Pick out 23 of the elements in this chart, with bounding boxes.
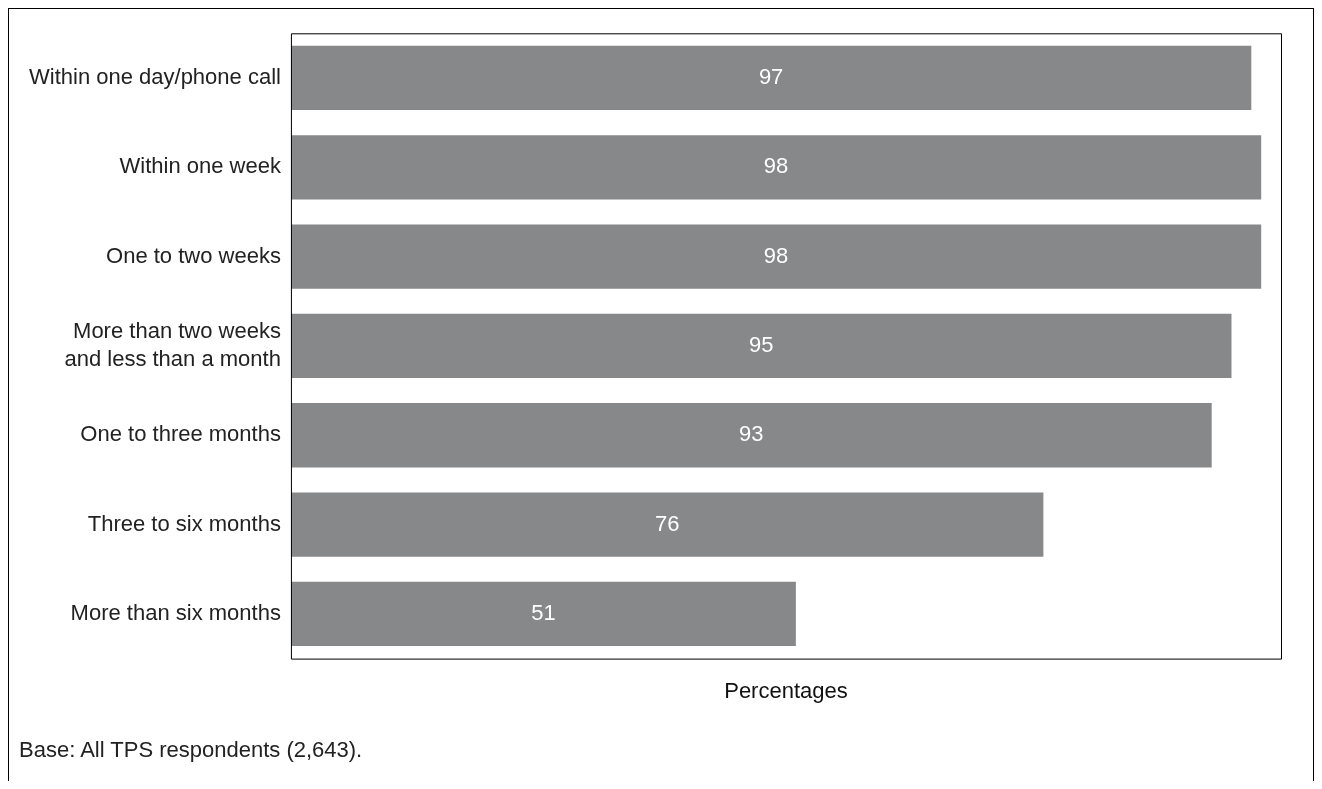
y-tick-label: Within one day/phone call [29, 64, 281, 90]
text: Base: All TPS respondents (2,643). [18, 736, 364, 763]
data-label: 98 [763, 242, 789, 268]
y-tick-label: One to two weeks [106, 242, 281, 268]
y-tick-label: One to three months [80, 421, 281, 447]
data-label: 98 [763, 153, 789, 179]
x-axis-title: Percentages [724, 677, 848, 703]
bar [290, 313, 1232, 379]
y-tick-label: Three to six months [87, 510, 281, 536]
bar [290, 135, 1262, 200]
bar [290, 492, 1044, 557]
data-label: 93 [739, 421, 764, 447]
bar [290, 224, 1262, 289]
y-tick-label: More than two weeks and less than a month [64, 317, 281, 372]
bar [290, 403, 1212, 468]
bar [290, 581, 796, 647]
data-label: 97 [758, 64, 784, 90]
data-label: 95 [748, 332, 774, 358]
data-label: 51 [531, 600, 556, 625]
bar [290, 45, 1252, 111]
data-label: 76 [654, 510, 680, 536]
y-tick-label: Within one week [119, 153, 282, 179]
y-tick-label: More than six months [70, 600, 281, 625]
